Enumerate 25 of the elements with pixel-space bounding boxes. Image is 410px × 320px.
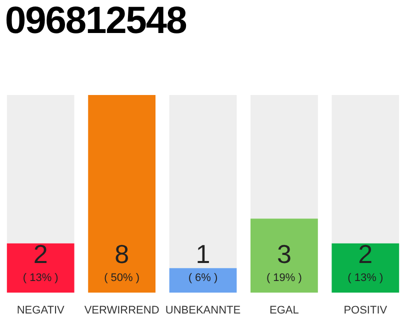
annotation: ( 6% )	[188, 272, 218, 284]
annotation: ( 13% )	[22, 272, 58, 284]
bar	[6, 95, 74, 244]
data-label: 3	[276, 238, 292, 269]
annotation: ( 19% )	[266, 272, 302, 284]
annotation: ( 13% )	[348, 272, 384, 284]
bar	[169, 95, 237, 268]
data-label: 1	[196, 238, 210, 269]
bar	[6, 243, 74, 293]
annotation: ( 50% )	[104, 272, 140, 284]
bar	[332, 243, 400, 293]
chart-title: 096812548	[5, 0, 186, 43]
data-label: 8	[114, 238, 130, 269]
bar	[250, 95, 318, 219]
bar	[332, 95, 400, 244]
x-tick-label: POSITIV	[344, 304, 388, 316]
bar	[88, 95, 156, 293]
data-label: 2	[33, 238, 48, 269]
x-tick-label: VERWIRREND	[84, 304, 160, 316]
x-tick-label: NEGATIV	[16, 304, 65, 316]
x-tick-label: EGAL	[270, 304, 299, 316]
bar	[169, 268, 237, 293]
data-label: 2	[358, 238, 373, 269]
x-tick-label: UNBEKANNTE	[165, 304, 241, 316]
bar	[250, 218, 318, 293]
